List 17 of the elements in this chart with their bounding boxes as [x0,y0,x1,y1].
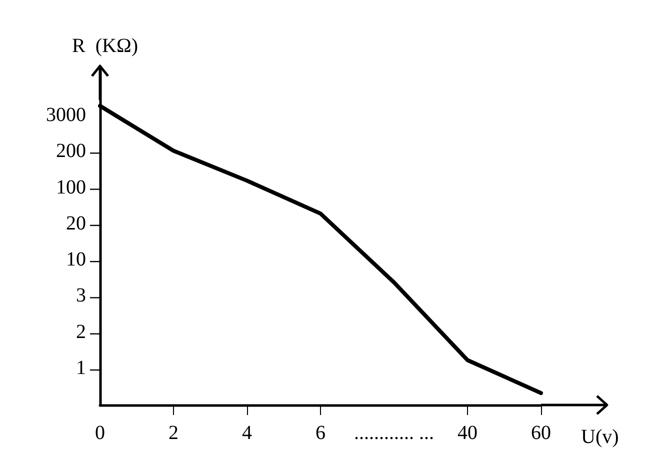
text: 2 [76,320,86,343]
text: 3 [76,284,86,307]
x-tick-label: 0 [95,422,105,444]
text: 20 [66,212,86,234]
x-tick-label: ............ ... [354,422,434,444]
y-axis-title: R (KΩ) [72,35,138,57]
x-axis-title: U(v) [581,426,619,448]
x-tick-label: 60 [531,422,551,444]
text: 200 [56,140,86,162]
x-tick-label: 4 [242,422,252,444]
x-tick-label: 6 [316,422,326,444]
text: 100 [56,176,86,198]
text: 1 [76,357,86,379]
x-tick-label: 40 [458,422,478,444]
text: 3000 [46,104,86,126]
text: 10 [66,248,86,271]
x-tick-label: 2 [168,422,178,444]
